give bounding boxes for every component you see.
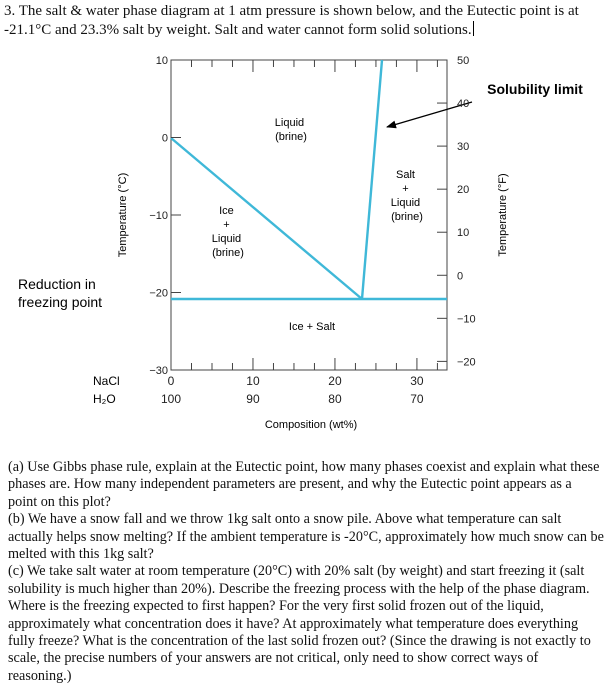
celsius-tick-label: −20 <box>149 288 168 300</box>
composition-nacl-label: 0 <box>168 374 175 388</box>
solubility-limit-label: Solubility limit <box>487 81 583 97</box>
reduction-label-line-2: freezing point <box>18 294 102 310</box>
nacl-row-label: NaCl <box>93 374 120 388</box>
question-part-c: (c) We take salt water at room temperatu… <box>8 563 591 684</box>
solubility-limit-line <box>360 59 384 300</box>
celsius-tick-label: 10 <box>156 55 168 67</box>
fahrenheit-tick-label: 30 <box>457 141 469 153</box>
liquid-label-line-2: (brine) <box>275 131 307 143</box>
composition-h2o-label: 90 <box>246 392 260 406</box>
left-axis-label: Temperature (°C) <box>117 173 129 257</box>
fahrenheit-tick-label: −10 <box>457 313 476 325</box>
fahrenheit-tick-label: 50 <box>457 55 469 67</box>
salt-liquid-label-line-1: Salt <box>396 169 415 181</box>
problem-intro-text: 3. The salt & water phase diagram at 1 a… <box>4 3 579 38</box>
right-axis-label: Temperature (°F) <box>497 173 509 256</box>
ice-liquid-label-line-4: (brine) <box>212 247 244 259</box>
salt-liquid-region-label: Salt + Liquid (brine) <box>391 169 423 223</box>
salt-liquid-label-line-2: + <box>402 183 408 195</box>
x-axis-label: Composition (wt%) <box>265 419 357 431</box>
reduction-freezing-label: Reduction in freezing point <box>18 276 102 310</box>
composition-nacl-label: 30 <box>410 374 424 388</box>
salt-liquid-label-line-4: (brine) <box>391 211 423 223</box>
salt-liquid-label-line-3: Liquid <box>391 197 420 209</box>
solubility-limit-arrow <box>386 101 473 129</box>
composition-h2o-label: 70 <box>410 392 424 406</box>
question-part-b: (b) We have a snow fall and we throw 1kg… <box>8 511 604 563</box>
fahrenheit-tick-label: −20 <box>457 356 476 368</box>
ice-salt-region-label: Ice + Salt <box>289 321 335 333</box>
question-parts: (a) Use Gibbs phase rule, explain at the… <box>8 459 604 685</box>
celsius-tick-label: 0 <box>162 133 168 145</box>
question-part-a: (a) Use Gibbs phase rule, explain at the… <box>8 459 600 510</box>
h2o-row-label: H₂O <box>93 392 116 406</box>
fahrenheit-tick-label: 40 <box>457 98 469 110</box>
celsius-axis-ticks: 10 0 −10 −20 −30 <box>149 55 181 377</box>
ice-liquid-label-line-3: Liquid <box>212 233 241 245</box>
composition-nacl-label: 20 <box>328 374 342 388</box>
celsius-tick-label: −10 <box>149 210 168 222</box>
composition-nacl-label: 10 <box>246 374 260 388</box>
liquid-label-line-1: Liquid <box>275 117 304 129</box>
fahrenheit-tick-label: 10 <box>457 227 469 239</box>
fahrenheit-tick-label: 0 <box>457 270 463 282</box>
ice-liquid-label-line-1: Ice <box>219 205 234 217</box>
phase-diagram: Temperature (°C) Temperature (°F) Compos… <box>18 55 583 431</box>
celsius-tick-label: −30 <box>149 365 168 377</box>
liquidus-line <box>170 137 363 300</box>
fahrenheit-axis-ticks: 50 40 30 20 10 0 −10 −20 <box>437 55 476 368</box>
composition-h2o-label: 80 <box>328 392 342 406</box>
fahrenheit-tick-label: 20 <box>457 184 469 196</box>
composition-h2o-label: 100 <box>161 392 181 406</box>
liquid-region-label: Liquid (brine) <box>275 117 307 143</box>
reduction-label-line-1: Reduction in <box>18 276 96 292</box>
composition-axis-ticks: 0 100 10 90 20 80 30 70 <box>161 60 438 406</box>
problem-intro: 3. The salt & water phase diagram at 1 a… <box>4 2 604 40</box>
ice-liquid-region-label: Ice + Liquid (brine) <box>212 205 244 259</box>
ice-liquid-label-line-2: + <box>223 219 229 231</box>
text-cursor <box>472 21 474 36</box>
